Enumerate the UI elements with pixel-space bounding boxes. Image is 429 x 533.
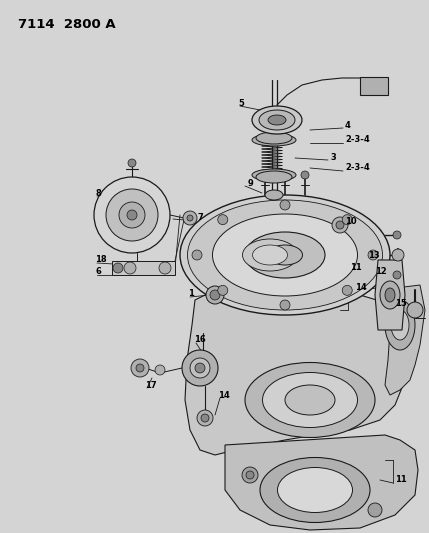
Circle shape: [368, 503, 382, 517]
Text: 10: 10: [345, 217, 356, 227]
Text: 12: 12: [375, 268, 387, 277]
Ellipse shape: [285, 385, 335, 415]
Ellipse shape: [385, 288, 395, 302]
Ellipse shape: [268, 115, 286, 125]
Ellipse shape: [256, 171, 292, 183]
Circle shape: [218, 285, 228, 295]
Circle shape: [187, 215, 193, 221]
Text: 8: 8: [95, 189, 101, 198]
Text: 9: 9: [248, 179, 254, 188]
Circle shape: [206, 286, 224, 304]
Circle shape: [131, 359, 149, 377]
Text: 6: 6: [95, 268, 101, 277]
Ellipse shape: [252, 134, 296, 146]
Ellipse shape: [242, 239, 297, 271]
Circle shape: [280, 300, 290, 310]
Ellipse shape: [260, 457, 370, 522]
Ellipse shape: [187, 200, 383, 310]
Circle shape: [127, 210, 137, 220]
Circle shape: [281, 171, 289, 179]
Text: 17: 17: [145, 381, 157, 390]
Ellipse shape: [391, 310, 409, 340]
Text: 1: 1: [188, 289, 194, 298]
Text: 13: 13: [368, 252, 380, 261]
Circle shape: [106, 189, 158, 241]
FancyBboxPatch shape: [360, 77, 388, 95]
Ellipse shape: [252, 169, 296, 181]
Ellipse shape: [256, 132, 292, 144]
Ellipse shape: [180, 195, 390, 315]
Text: 5: 5: [238, 99, 244, 108]
Circle shape: [155, 365, 165, 375]
Circle shape: [393, 231, 401, 239]
Polygon shape: [375, 260, 405, 330]
Text: 2-3-4: 2-3-4: [345, 135, 370, 144]
Polygon shape: [185, 285, 415, 455]
Circle shape: [136, 364, 144, 372]
Circle shape: [392, 249, 404, 261]
Circle shape: [407, 302, 423, 318]
Text: 16: 16: [194, 335, 206, 344]
Circle shape: [342, 285, 352, 295]
Circle shape: [94, 177, 170, 253]
Circle shape: [124, 262, 136, 274]
Text: 11: 11: [395, 475, 407, 484]
Circle shape: [210, 290, 220, 300]
Text: 7: 7: [198, 214, 204, 222]
Text: 14: 14: [355, 282, 367, 292]
Circle shape: [159, 262, 171, 274]
Circle shape: [393, 271, 401, 279]
Ellipse shape: [259, 110, 295, 130]
Circle shape: [301, 171, 309, 179]
Polygon shape: [380, 285, 425, 395]
Circle shape: [182, 350, 218, 386]
Text: 14: 14: [218, 391, 230, 400]
Ellipse shape: [263, 373, 357, 427]
Circle shape: [280, 200, 290, 210]
Circle shape: [332, 217, 348, 233]
Ellipse shape: [265, 190, 283, 200]
Ellipse shape: [380, 281, 400, 309]
Circle shape: [261, 171, 269, 179]
Ellipse shape: [212, 214, 357, 296]
Ellipse shape: [385, 300, 415, 350]
Polygon shape: [225, 435, 418, 530]
Circle shape: [190, 358, 210, 378]
Circle shape: [336, 221, 344, 229]
Circle shape: [113, 263, 123, 273]
Circle shape: [128, 159, 136, 167]
Text: 2-3-4: 2-3-4: [345, 164, 370, 173]
Ellipse shape: [253, 245, 287, 265]
Ellipse shape: [245, 232, 325, 278]
Circle shape: [201, 414, 209, 422]
Text: 3: 3: [330, 152, 336, 161]
Circle shape: [393, 251, 401, 259]
Circle shape: [368, 250, 378, 260]
Circle shape: [119, 202, 145, 228]
Circle shape: [192, 250, 202, 260]
Circle shape: [218, 215, 228, 224]
Ellipse shape: [278, 467, 353, 513]
Polygon shape: [112, 261, 175, 275]
Circle shape: [197, 410, 213, 426]
Circle shape: [195, 363, 205, 373]
Circle shape: [183, 211, 197, 225]
Text: 18: 18: [95, 255, 107, 264]
Text: 15: 15: [395, 298, 407, 308]
Ellipse shape: [268, 245, 302, 265]
Text: 7114  2800 A: 7114 2800 A: [18, 18, 116, 31]
Circle shape: [246, 471, 254, 479]
Ellipse shape: [252, 106, 302, 134]
Text: 11: 11: [350, 263, 362, 272]
Text: 4: 4: [345, 120, 351, 130]
Circle shape: [242, 467, 258, 483]
Circle shape: [342, 215, 352, 224]
Ellipse shape: [245, 362, 375, 438]
